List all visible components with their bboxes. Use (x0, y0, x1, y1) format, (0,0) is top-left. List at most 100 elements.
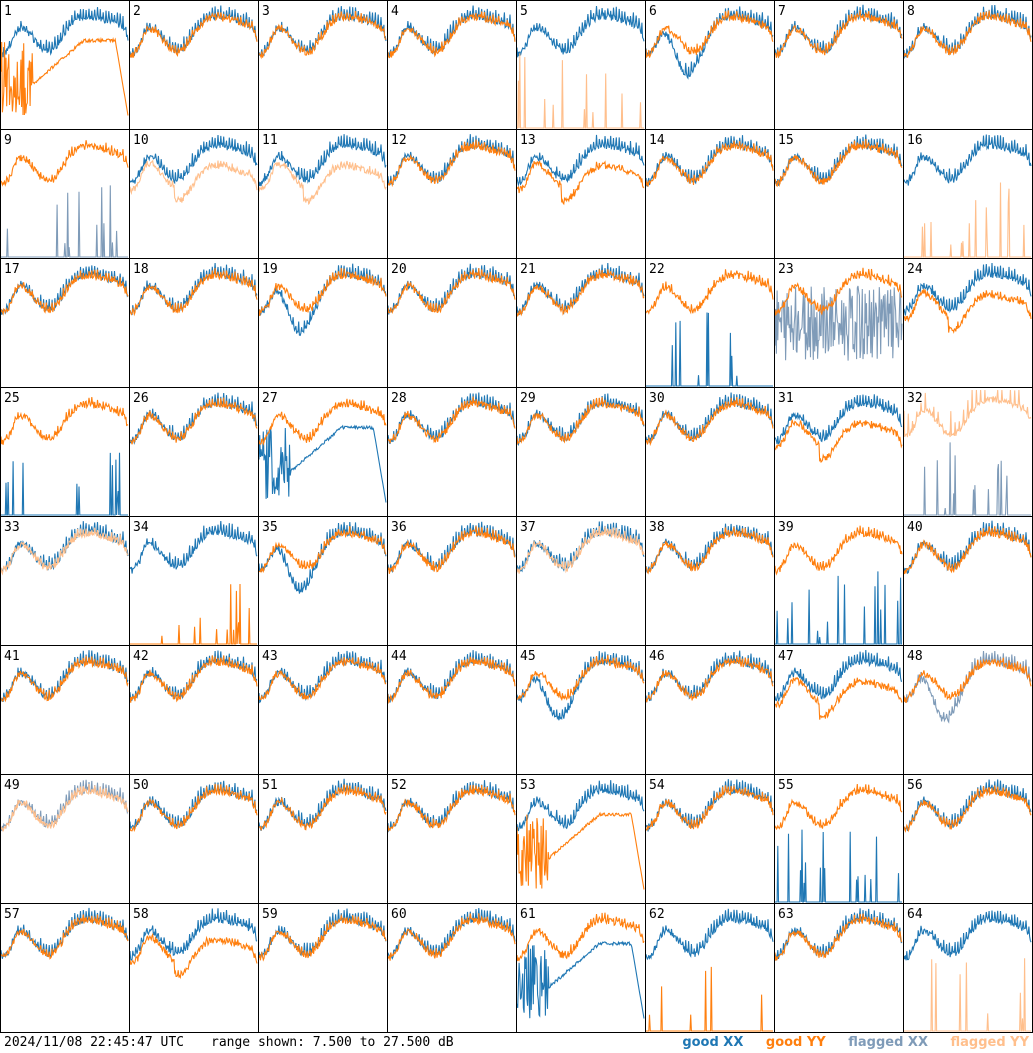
panel-44: 44 (387, 645, 517, 775)
panel-10-xx-line (129, 134, 258, 185)
panel-1: 1 (0, 0, 130, 130)
panel-47-yy-line (774, 676, 903, 720)
panel-35-xx-line (258, 521, 387, 594)
panel-5-xx-line (516, 5, 645, 58)
panel-42-yy-line (129, 655, 258, 703)
panel-61-label: 61 (520, 907, 536, 922)
panel-1-label: 1 (4, 4, 12, 19)
panel-26: 26 (129, 387, 259, 517)
panel-48: 48 (903, 645, 1033, 775)
panel-8-xx-line (903, 4, 1032, 60)
panel-59-xx-line (258, 908, 387, 959)
panel-53-xx-line (516, 780, 645, 832)
panel-43-yy-line (258, 656, 387, 701)
panel-8: 8 (903, 0, 1033, 130)
panel-37-label: 37 (520, 520, 536, 535)
panel-57-xx-line (0, 907, 129, 959)
panel-54: 54 (645, 774, 775, 904)
panel-58: 58 (129, 903, 259, 1033)
panel-43: 43 (258, 645, 388, 775)
panel-19: 19 (258, 258, 388, 388)
panel-50-label: 50 (133, 778, 149, 793)
panel-25-xx-line (1, 452, 128, 516)
panel-32-xx-line (904, 442, 1031, 516)
panel-28-label: 28 (391, 391, 407, 406)
panel-23-xx-line (774, 285, 903, 361)
panel-38: 38 (645, 516, 775, 646)
panel-8-label: 8 (907, 4, 915, 19)
panel-19-border (258, 258, 388, 388)
panel-21-label: 21 (520, 262, 536, 277)
panel-32-yy-line (903, 389, 1032, 438)
panel-39-yy-line (774, 525, 903, 576)
panel-40-yy-line (903, 526, 1032, 575)
panel-25-yy-line (0, 397, 129, 445)
panel-35: 35 (258, 516, 388, 646)
panel-2-xx-line (129, 5, 258, 58)
panel-45-yy-line (516, 655, 645, 702)
panel-35-label: 35 (262, 520, 278, 535)
panel-14: 14 (645, 129, 775, 259)
panel-38-border (645, 516, 775, 646)
panel-58-xx-line (129, 908, 258, 961)
panel-17-label: 17 (4, 262, 20, 277)
panel-60: 60 (387, 903, 517, 1033)
panel-49-xx-line (0, 779, 129, 832)
panel-55-yy-line (774, 784, 903, 831)
legend: good XX good YY flagged XX flagged YY (664, 1035, 1029, 1051)
panel-29-xx-line (516, 393, 645, 447)
panel-37-xx-line (516, 521, 645, 573)
panel-48-yy-line (903, 657, 1032, 704)
panel-47-label: 47 (778, 649, 794, 664)
panel-31-xx-line (774, 394, 903, 445)
panel-54-yy-line (645, 784, 774, 832)
panel-1-yy-line (0, 36, 129, 116)
panel-46-xx-line (645, 650, 774, 703)
panel-10-label: 10 (133, 133, 149, 148)
panel-31-label: 31 (778, 391, 794, 406)
panel-52-border (387, 774, 517, 904)
panel-2-label: 2 (133, 4, 141, 19)
panel-27-yy-line (258, 398, 387, 446)
panel-47: 47 (774, 645, 904, 775)
panel-11-label: 11 (262, 133, 278, 148)
panel-16-yy-line (904, 182, 1031, 258)
panel-63: 63 (774, 903, 904, 1033)
panel-40-xx-line (903, 520, 1032, 575)
panel-16: 16 (903, 129, 1033, 259)
panel-22: 22 (645, 258, 775, 388)
panel-6-xx-line (645, 6, 774, 80)
panel-30-label: 30 (649, 391, 665, 406)
panel-59-label: 59 (262, 907, 278, 922)
panel-12-label: 12 (391, 133, 407, 148)
panel-40-label: 40 (907, 520, 923, 535)
panel-9-label: 9 (4, 133, 12, 148)
panel-4-xx-line (387, 5, 516, 57)
panel-55-label: 55 (778, 778, 794, 793)
panel-15-xx-line (774, 134, 903, 186)
panel-27-border (258, 387, 388, 517)
panel-57-label: 57 (4, 907, 20, 922)
panel-28-xx-line (387, 392, 516, 445)
panel-23: 23 (774, 258, 904, 388)
panel-16-xx-line (903, 134, 1032, 186)
timestamp: 2024/11/08 22:45:47 UTC (4, 1035, 185, 1050)
panel-5-yy-line (517, 53, 644, 129)
panel-28: 28 (387, 387, 517, 517)
panel-64-border (903, 903, 1033, 1033)
panel-62-border (645, 903, 775, 1033)
panel-62-label: 62 (649, 907, 665, 922)
panel-64: 64 (903, 903, 1033, 1033)
panel-15: 15 (774, 129, 904, 259)
panel-41: 41 (0, 645, 130, 775)
panel-7: 7 (774, 0, 904, 130)
panel-36-yy-line (387, 525, 516, 574)
panel-50-border (129, 774, 259, 904)
panel-15-label: 15 (778, 133, 794, 148)
panel-56-yy-line (903, 785, 1032, 833)
panel-55-xx-line (775, 829, 902, 903)
panel-61-border (516, 903, 646, 1033)
panel-24: 24 (903, 258, 1033, 388)
panel-38-yy-line (645, 526, 774, 575)
